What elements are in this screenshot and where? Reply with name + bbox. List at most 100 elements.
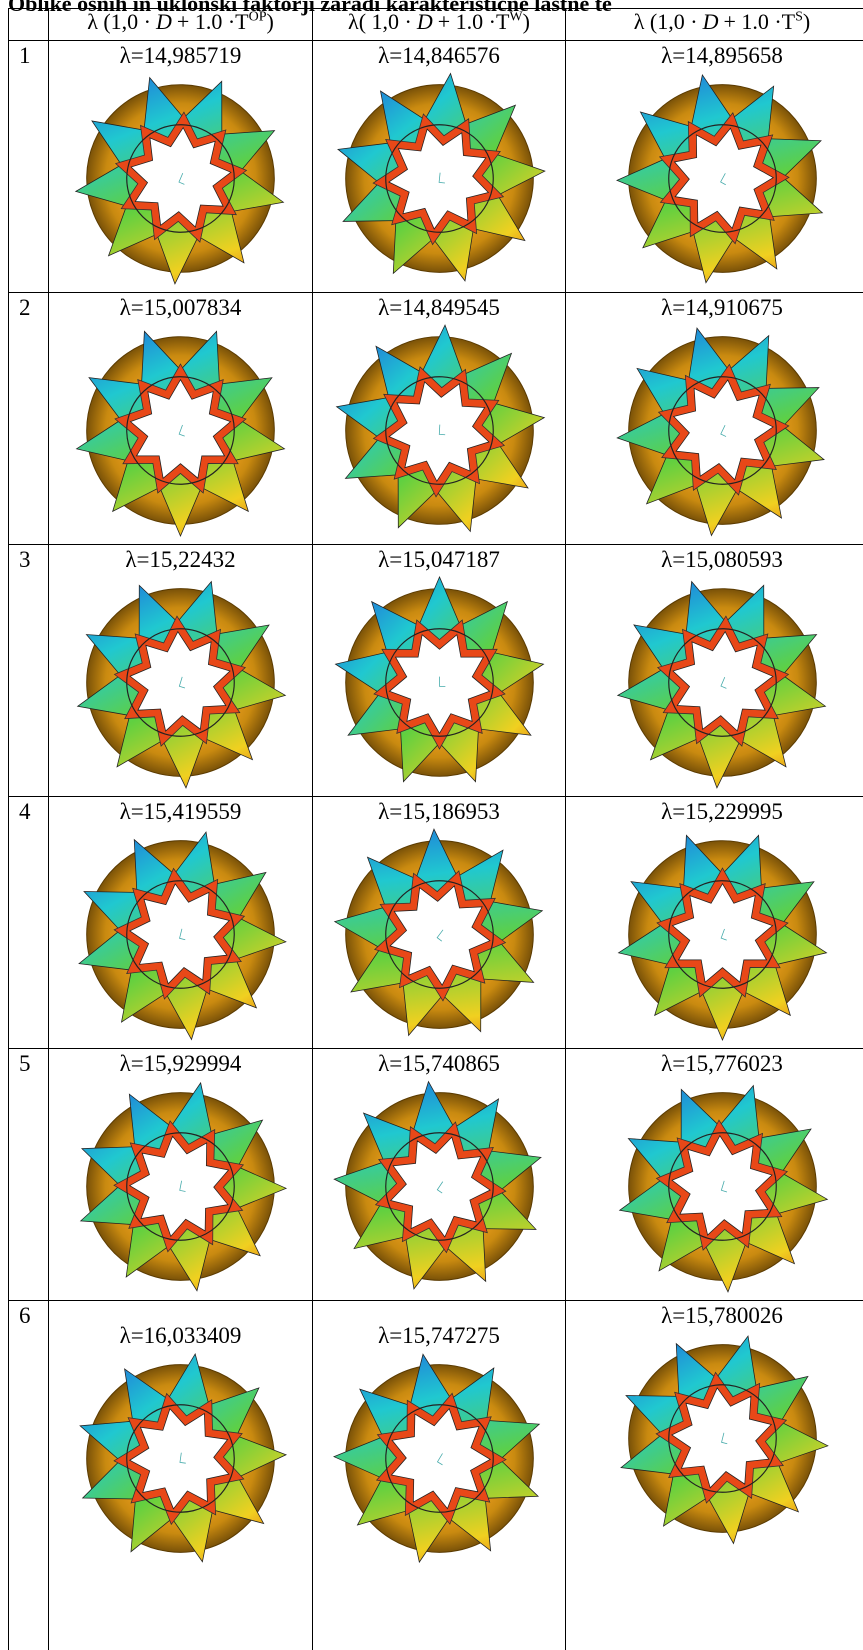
mode-shape — [334, 576, 544, 783]
mode-shape — [614, 1331, 830, 1546]
mode-shape-body — [614, 575, 830, 790]
table-row: 2 λ=15,007834 λ=14,849545 λ=14,910675 — [8, 292, 863, 545]
eigenvalue-label: λ=15,740865 — [378, 1051, 500, 1076]
mode-shape-body — [331, 827, 547, 1042]
header-superscript: S — [795, 9, 803, 25]
mode-shape — [331, 1079, 547, 1294]
mode-shape-body — [73, 323, 288, 538]
eigenvalue-label: λ=14,849545 — [378, 295, 500, 320]
result-cell: λ=16,033409 — [48, 1300, 313, 1650]
header-end: ) — [802, 9, 811, 34]
eigenvalue-label: λ=14,910675 — [661, 295, 783, 320]
mode-shape-ring — [331, 827, 547, 1042]
mode-shape-body — [331, 323, 547, 536]
result-cell: λ=14,849545 — [312, 292, 566, 545]
mode-shape-body — [614, 71, 830, 286]
result-cell: λ=15,780026 — [565, 1300, 863, 1650]
result-cell: λ=15,747275 — [312, 1300, 566, 1650]
header-superscript: W — [509, 9, 523, 25]
table-row: 5 λ=15,929994 λ=15,740865 λ=15,776023 — [8, 1048, 863, 1301]
mode-shape-body — [73, 1079, 288, 1294]
result-cell: λ=15,740865 — [312, 1048, 566, 1301]
mode-shape-ring — [614, 575, 830, 790]
row-number: 4 — [8, 796, 49, 1049]
mode-shape — [331, 1351, 547, 1566]
eigenvalue-label: λ=15,186953 — [378, 799, 500, 824]
mode-shape-body — [334, 576, 544, 783]
header-superscript: OP — [248, 9, 267, 25]
mode-shape-body — [73, 71, 288, 286]
mode-shape — [614, 71, 830, 286]
mode-shape-ring — [614, 323, 830, 538]
eigenvalue-label: λ=15,929994 — [119, 1051, 242, 1076]
header-end: ) — [266, 9, 274, 34]
result-cell: λ=15,186953 — [312, 796, 566, 1049]
mode-shape-ring — [73, 323, 288, 538]
mode-shape-ring — [331, 323, 547, 536]
mode-shape-ring — [614, 827, 830, 1042]
eigenvalue-label: λ=16,033409 — [119, 1323, 242, 1348]
header-mid: + 1.0 ·T — [176, 9, 249, 34]
eigenvalue-label: λ=15,007834 — [119, 295, 242, 320]
result-cell: λ=14,910675 — [565, 292, 863, 545]
result-cell: λ=15,929994 — [48, 1048, 313, 1301]
mode-shape — [73, 1079, 288, 1294]
mode-shape-ring — [73, 1351, 288, 1566]
header-mid: + 1.0 ·T — [437, 9, 510, 34]
mode-shape-body — [614, 827, 830, 1042]
mode-shape — [73, 827, 288, 1042]
header-variable: D — [156, 9, 172, 34]
result-cell: λ=14,846576 — [312, 40, 566, 293]
mode-shape-body — [73, 1351, 288, 1566]
mode-shape — [73, 1351, 288, 1566]
results-table: λ (1,0 · D + 1.0 ·TOP) λ( 1,0 · D + 1.0 ·TW) λ… — [8, 8, 863, 1650]
mode-shape — [331, 71, 547, 286]
eigenvalue-label: λ=15,776023 — [661, 1051, 783, 1076]
mode-shape — [331, 827, 547, 1042]
result-cell: λ=15,080593 — [565, 544, 863, 797]
result-cell: λ=15,776023 — [565, 1048, 863, 1301]
mode-shape-ring — [73, 71, 288, 286]
column-header: λ( 1,0 · D + 1.0 ·TW) — [312, 8, 566, 41]
result-cell: λ=15,007834 — [48, 292, 313, 545]
mode-shape-body — [331, 1351, 547, 1566]
eigenvalue-label: λ=15,780026 — [661, 1303, 783, 1328]
mode-shape-ring — [334, 576, 544, 783]
mode-shape-body — [73, 575, 288, 790]
table-row: 3 λ=15,22432 λ=15,047187 λ=15,080593 — [8, 544, 863, 797]
row-number: 3 — [8, 544, 49, 797]
mode-shape-ring — [331, 71, 547, 286]
header-lead: λ (1,0 · — [633, 9, 698, 34]
header-lead: λ( 1,0 · — [348, 9, 412, 34]
mode-shape — [331, 323, 547, 536]
mode-shape — [73, 71, 288, 286]
mode-shape-body — [614, 1331, 830, 1546]
mode-shape-body — [331, 71, 547, 286]
mode-shape-ring — [331, 1079, 547, 1294]
mode-shape-ring — [614, 1331, 830, 1546]
eigenvalue-label: λ=15,419559 — [119, 799, 242, 824]
mode-shape-body — [614, 1079, 830, 1294]
header-row: λ (1,0 · D + 1.0 ·TOP) λ( 1,0 · D + 1.0 ·TW) λ… — [8, 8, 863, 41]
table-row: 6 λ=16,033409 λ=15,747275 λ=15,780026 — [8, 1300, 863, 1650]
mode-shape — [614, 827, 830, 1042]
header-lead: λ (1,0 · — [87, 9, 152, 34]
eigenvalue-label: λ=15,22432 — [125, 547, 236, 572]
row-number: 5 — [8, 1048, 49, 1301]
eigenvalue-label: λ=15,080593 — [661, 547, 783, 572]
header-end: ) — [522, 9, 530, 34]
mode-shape-ring — [331, 1351, 547, 1566]
row-number: 1 — [8, 40, 49, 293]
mode-shape — [73, 575, 288, 790]
header-variable: D — [416, 9, 433, 34]
mode-shape — [614, 1079, 830, 1294]
table-row: 4 λ=15,419559 λ=15,186953 λ=15,229995 — [8, 796, 863, 1049]
row-number: 2 — [8, 292, 49, 545]
eigenvalue-label: λ=14,985719 — [119, 43, 242, 68]
mode-shape-body — [614, 323, 830, 538]
mode-shape-ring — [614, 1079, 830, 1294]
mode-shape-ring — [73, 1079, 288, 1294]
row-number: 6 — [8, 1300, 49, 1650]
eigenvalue-label: λ=15,047187 — [378, 547, 500, 572]
mode-shape-body — [331, 1079, 547, 1294]
